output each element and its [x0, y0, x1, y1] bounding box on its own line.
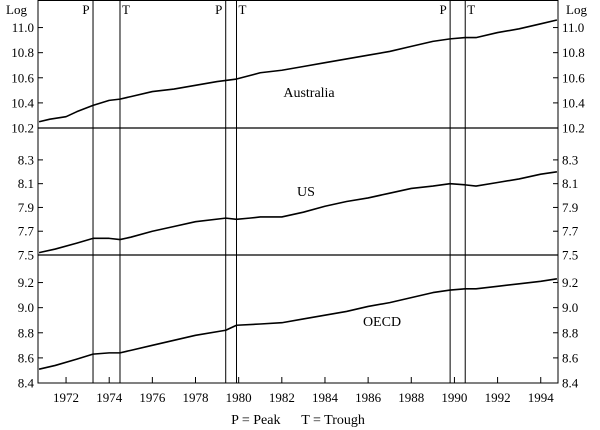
x-tick-label: 1978	[183, 390, 209, 405]
y-tick-label-right: 9.0	[562, 300, 578, 315]
series-line-us	[38, 170, 558, 254]
panel-oecd: 8.4 8.4 8.6 8.6 8.8 8.8 9.0 9.0 9.2 9.2 OECD	[18, 275, 579, 390]
peak-marker: P	[439, 2, 446, 17]
y-tick-label-right: 8.4	[562, 376, 579, 391]
y-tick-label-left: 7.5	[18, 248, 34, 263]
y-tick-label-right: 8.6	[562, 350, 579, 365]
x-tick-label: 1986	[355, 390, 382, 405]
y-tick-label-left: 8.6	[18, 350, 35, 365]
y-tick-label-right: 9.2	[562, 275, 578, 290]
y-tick-label-left: 8.3	[18, 152, 34, 167]
panel-us: 7.5 7.5 7.7 7.7 7.9 7.9 8.1 8.1 8.3 8.3 US	[18, 152, 579, 262]
y-tick-label-left: 8.1	[18, 176, 34, 191]
y-tick-label-left: 10.6	[11, 70, 34, 85]
x-tick-label: 1980	[226, 390, 252, 405]
panels-layer: 10.2 10.2 10.4 10.4 10.6 10.6 10.8 10.8 11.0 11.0…	[11, 19, 585, 391]
series-label-us: US	[297, 185, 315, 200]
y-tick-label-left: 10.4	[11, 95, 34, 110]
y-tick-label-right: 10.8	[562, 45, 585, 60]
y-tick-label-right: 10.2	[562, 121, 585, 136]
y-tick-label-left: 7.7	[18, 224, 35, 239]
x-tick-label: 1984	[312, 390, 339, 405]
series-label-oecd: OECD	[363, 315, 401, 330]
x-tick-label: 1974	[96, 390, 123, 405]
panel-australia: 10.2 10.2 10.4 10.4 10.6 10.6 10.8 10.8 11.0 11.0…	[11, 19, 585, 136]
y-tick-label-left: 11.0	[12, 20, 34, 35]
x-tick-label: 1990	[441, 390, 467, 405]
y-tick-label-left: 8.8	[18, 325, 34, 340]
peak-marker: P	[215, 2, 222, 17]
y-tick-label-left: 10.2	[11, 121, 34, 136]
x-tick-label: 1988	[398, 390, 424, 405]
trough-marker: T	[239, 2, 247, 17]
y-tick-label-right: 8.8	[562, 325, 578, 340]
trough-marker: T	[467, 2, 475, 17]
series-line-australia	[38, 19, 558, 123]
x-tick-label: 1992	[485, 390, 511, 405]
y-tick-label-right: 7.9	[562, 200, 578, 215]
series-line-oecd	[38, 277, 558, 370]
y-tick-label-right: 7.5	[562, 248, 578, 263]
axis-label-left: Log	[6, 2, 27, 17]
x-tick-label: 1976	[139, 390, 166, 405]
y-tick-label-right: 7.7	[562, 224, 579, 239]
y-tick-label-right: 11.0	[562, 20, 584, 35]
y-tick-label-left: 8.4	[18, 376, 35, 391]
x-tick-label: 1994	[528, 390, 555, 405]
x-tick-label: 1972	[53, 390, 79, 405]
frame-layer	[37, 0, 559, 384]
peak-marker: P	[82, 2, 89, 17]
axis-label-right: Log	[566, 2, 587, 17]
x-tick-label: 1982	[269, 390, 295, 405]
y-tick-label-right: 10.4	[562, 95, 585, 110]
plot-frame	[37, 0, 559, 384]
y-tick-label-right: 10.6	[562, 70, 585, 85]
series-label-australia: Australia	[283, 86, 335, 101]
chart-footnote: P = Peak T = Trough	[231, 413, 365, 428]
y-tick-label-left: 9.0	[18, 300, 34, 315]
x-axis: 1972 1974 1976 1978 1980 1982 1984 1986 1988 1990…	[53, 377, 554, 405]
y-tick-label-left: 7.9	[18, 200, 34, 215]
y-tick-label-left: 9.2	[18, 275, 34, 290]
trough-marker: T	[122, 2, 130, 17]
y-tick-label-right: 8.1	[562, 176, 578, 191]
y-tick-label-right: 8.3	[562, 152, 578, 167]
y-tick-label-left: 10.8	[11, 45, 34, 60]
